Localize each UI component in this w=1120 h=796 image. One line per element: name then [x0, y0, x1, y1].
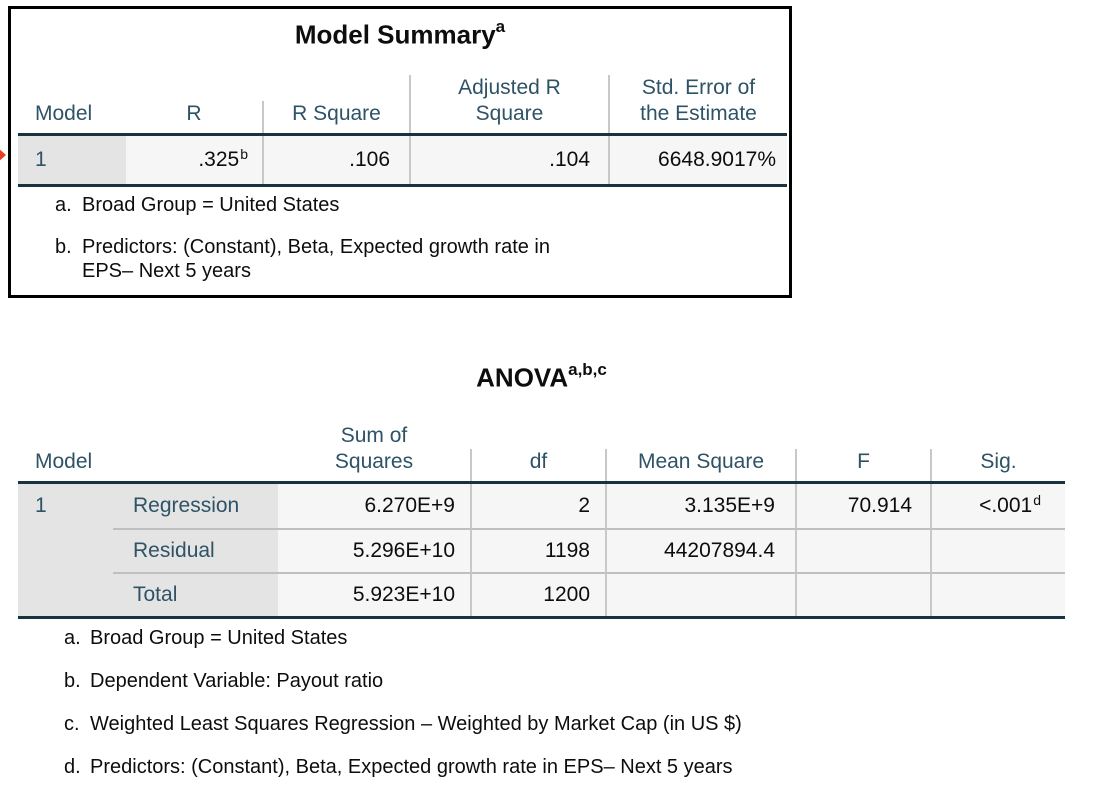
cell-std-error-value: 6648.9017% — [608, 136, 787, 184]
model-summary-header-row: Model R R Square Adjusted R Square Std. … — [18, 63, 787, 133]
footnote-a: a. Broad Group = United States — [64, 627, 348, 649]
cell-sig — [930, 572, 1065, 616]
column-header-adjusted-r-square: Adjusted R Square — [409, 75, 608, 133]
model-summary-title: Model Summarya — [11, 17, 789, 51]
model-summary-title-text: Model Summary — [294, 19, 496, 50]
model-summary-table[interactable]: Model Summarya Model R R Square Adjusted… — [8, 6, 792, 298]
column-header-model: Model — [35, 102, 93, 125]
cell-f — [795, 528, 930, 572]
cell-adjusted-r-square-value: .104 — [409, 136, 608, 184]
anova-table[interactable]: Model Sum of Squares df Mean Square F Si… — [18, 413, 1065, 619]
cell-sig — [930, 528, 1065, 572]
anova-title: ANOVAa,b,c — [18, 360, 1065, 394]
model-summary-footnotes: a. Broad Group = United States b. Predic… — [55, 193, 550, 283]
column-header-sum-of-squares: Sum of Squares — [334, 424, 414, 473]
cell-df: 2 — [470, 484, 605, 528]
model-summary-title-superscript: a — [495, 17, 506, 36]
cell-mean-square — [605, 572, 795, 616]
column-header-f: F — [795, 449, 930, 481]
anova-title-text: ANOVA — [476, 362, 569, 393]
bottom-rule — [18, 616, 1065, 619]
anova-header-row: Model Sum of Squares df Mean Square F Si… — [18, 413, 1065, 481]
cell-r-value: .325 b — [198, 146, 248, 171]
column-header-r: R — [186, 102, 202, 125]
footnote-b: b. Predictors: (Constant), Beta, Expecte… — [55, 236, 550, 282]
cell-mean-square: 3.135E+9 — [605, 484, 795, 528]
cell-df: 1200 — [470, 572, 605, 616]
footnote-a: a. Broad Group = United States — [55, 194, 340, 216]
cell-model-number: 1 — [18, 484, 113, 528]
cell-row-label: Regression — [113, 484, 278, 528]
sig-superscript: d — [1033, 492, 1041, 508]
column-header-row-labels — [113, 475, 278, 481]
cell-f — [795, 572, 930, 616]
r-value-superscript: b — [240, 146, 248, 162]
cell-sig: <.001 d — [930, 484, 1065, 528]
cell-model-number: 1 — [18, 136, 126, 184]
anova-title-superscript: a,b,c — [568, 360, 607, 379]
anova-row-residual: Residual 5.296E+10 1198 44207894.4 — [18, 528, 1065, 572]
cell-f: 70.914 — [795, 484, 930, 528]
column-header-df: df — [470, 449, 605, 481]
column-header-r-square: R Square — [262, 101, 409, 133]
footnote-c: c. Weighted Least Squares Regression – W… — [64, 713, 742, 735]
cell-r-square-value: .106 — [262, 136, 409, 184]
cell-model-number — [18, 528, 113, 572]
bottom-rule — [18, 184, 787, 187]
cell-mean-square: 44207894.4 — [605, 528, 795, 572]
cell-row-label: Residual — [113, 528, 278, 572]
cell-sum-of-squares: 5.296E+10 — [278, 528, 470, 572]
footnote-b: b. Dependent Variable: Payout ratio — [64, 670, 384, 692]
column-header-sig: Sig. — [930, 449, 1065, 481]
cell-row-label: Total — [113, 572, 278, 616]
model-summary-data-row: 1 .325 b .106 .104 6648.9017% — [18, 136, 787, 184]
header-rule — [18, 481, 1065, 484]
model-summary-grid: Model R R Square Adjusted R Square Std. … — [18, 63, 787, 187]
red-arrow-pointer-icon — [0, 146, 6, 164]
cell-model-number — [18, 572, 113, 616]
cell-sum-of-squares: 6.270E+9 — [364, 494, 455, 517]
anova-row-regression: 1 Regression 6.270E+9 2 3.135E+9 70.914 … — [18, 484, 1065, 528]
column-header-mean-square: Mean Square — [605, 449, 795, 481]
cell-sum-of-squares: 5.923E+10 — [278, 572, 470, 616]
anova-footnotes: a. Broad Group = United States b. Depend… — [64, 626, 742, 796]
column-header-model: Model — [35, 450, 93, 473]
anova-row-total: Total 5.923E+10 1200 — [18, 572, 1065, 616]
header-rule — [18, 133, 787, 136]
cell-df: 1198 — [470, 528, 605, 572]
column-header-std-error: Std. Error of the Estimate — [608, 75, 787, 133]
footnote-d: d. Predictors: (Constant), Beta, Expecte… — [64, 756, 733, 778]
